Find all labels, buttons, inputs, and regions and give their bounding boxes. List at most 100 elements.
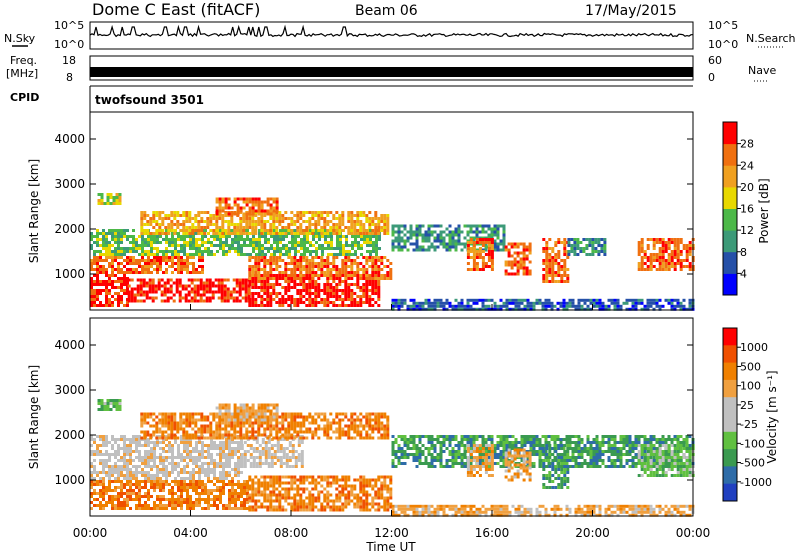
data-cell — [93, 483, 96, 486]
data-cell — [198, 259, 201, 262]
data-cell — [241, 287, 245, 291]
data-cell — [288, 465, 292, 468]
data-cell — [551, 247, 555, 250]
data-cell — [670, 301, 674, 305]
data-cell — [386, 232, 390, 235]
data-cell — [688, 241, 692, 244]
data-cell — [210, 244, 213, 247]
data-cell — [403, 301, 407, 305]
data-cell — [145, 290, 149, 294]
data-cell — [278, 223, 282, 226]
data-cell — [186, 241, 189, 244]
data-cell — [266, 286, 270, 289]
data-cell — [210, 504, 213, 507]
data-cell — [183, 259, 186, 262]
data-cell — [344, 280, 348, 283]
data-cell — [90, 435, 93, 438]
data-cell — [667, 256, 671, 259]
data-cell — [339, 238, 342, 241]
data-cell — [234, 235, 237, 238]
data-cell — [326, 220, 330, 223]
data-cell — [350, 283, 354, 286]
data-cell — [150, 259, 153, 262]
data-cell — [138, 456, 141, 459]
data-cell — [276, 459, 280, 462]
data-cell — [652, 256, 656, 259]
data-cell — [299, 502, 303, 506]
data-cell — [102, 498, 105, 501]
colorbar-swatch — [723, 122, 737, 145]
data-cell — [294, 235, 297, 238]
data-cell — [153, 450, 156, 453]
data-cell — [187, 299, 191, 303]
data-cell — [344, 274, 348, 277]
data-cell — [335, 223, 339, 226]
data-cell — [353, 478, 357, 482]
data-cell — [117, 507, 120, 510]
data-cell — [374, 283, 378, 286]
data-cell — [189, 486, 192, 489]
data-cell — [251, 298, 255, 301]
data-cell — [174, 462, 177, 465]
data-cell — [161, 430, 165, 434]
data-cell — [386, 214, 390, 217]
data-cell — [300, 456, 304, 459]
data-cell — [183, 268, 186, 271]
data-cell — [173, 211, 177, 214]
data-cell — [679, 253, 683, 256]
data-cell — [389, 262, 393, 265]
data-cell — [213, 483, 216, 486]
data-cell — [424, 307, 428, 311]
data-cell — [383, 484, 387, 488]
data-cell — [114, 250, 117, 253]
data-cell — [234, 465, 237, 468]
data-cell — [159, 468, 162, 471]
data-cell — [563, 244, 567, 247]
data-cell — [383, 502, 387, 506]
data-cell — [415, 242, 419, 246]
data-cell — [510, 266, 514, 270]
data-cell — [169, 278, 173, 282]
data-cell — [147, 450, 150, 453]
data-cell — [371, 271, 375, 274]
data-cell — [525, 245, 529, 249]
data-cell — [135, 444, 138, 447]
data-cell — [258, 462, 262, 465]
data-cell — [557, 253, 561, 256]
data-cell — [186, 268, 189, 271]
data-cell — [377, 265, 381, 268]
data-cell — [150, 253, 153, 256]
data-cell — [228, 483, 231, 486]
data-cell — [144, 483, 147, 486]
data-cell — [391, 224, 395, 228]
data-cell — [460, 298, 464, 302]
data-cell — [368, 298, 372, 301]
data-cell — [201, 489, 204, 492]
data-cell — [111, 438, 114, 441]
data-cell — [418, 227, 422, 231]
data-cell — [323, 274, 327, 277]
data-cell — [159, 256, 162, 259]
data-cell — [90, 495, 93, 498]
data-cell — [359, 496, 363, 500]
data-cell — [254, 502, 258, 506]
data-cell — [239, 220, 243, 223]
data-cell — [188, 217, 192, 220]
data-cell — [185, 229, 189, 232]
data-cell — [542, 259, 546, 262]
data-cell — [299, 298, 303, 301]
data-cell — [102, 435, 105, 438]
data-cell — [484, 230, 488, 234]
data-cell — [185, 226, 189, 229]
data-cell — [658, 298, 662, 302]
data-cell — [153, 501, 156, 504]
data-cell — [278, 274, 282, 277]
data-cell — [153, 253, 156, 256]
data-cell — [150, 477, 153, 480]
data-cell — [90, 453, 93, 456]
data-cell — [155, 424, 159, 428]
data-cell — [185, 211, 189, 214]
data-cell — [236, 226, 240, 229]
data-cell — [153, 444, 156, 447]
data-cell — [108, 489, 111, 492]
